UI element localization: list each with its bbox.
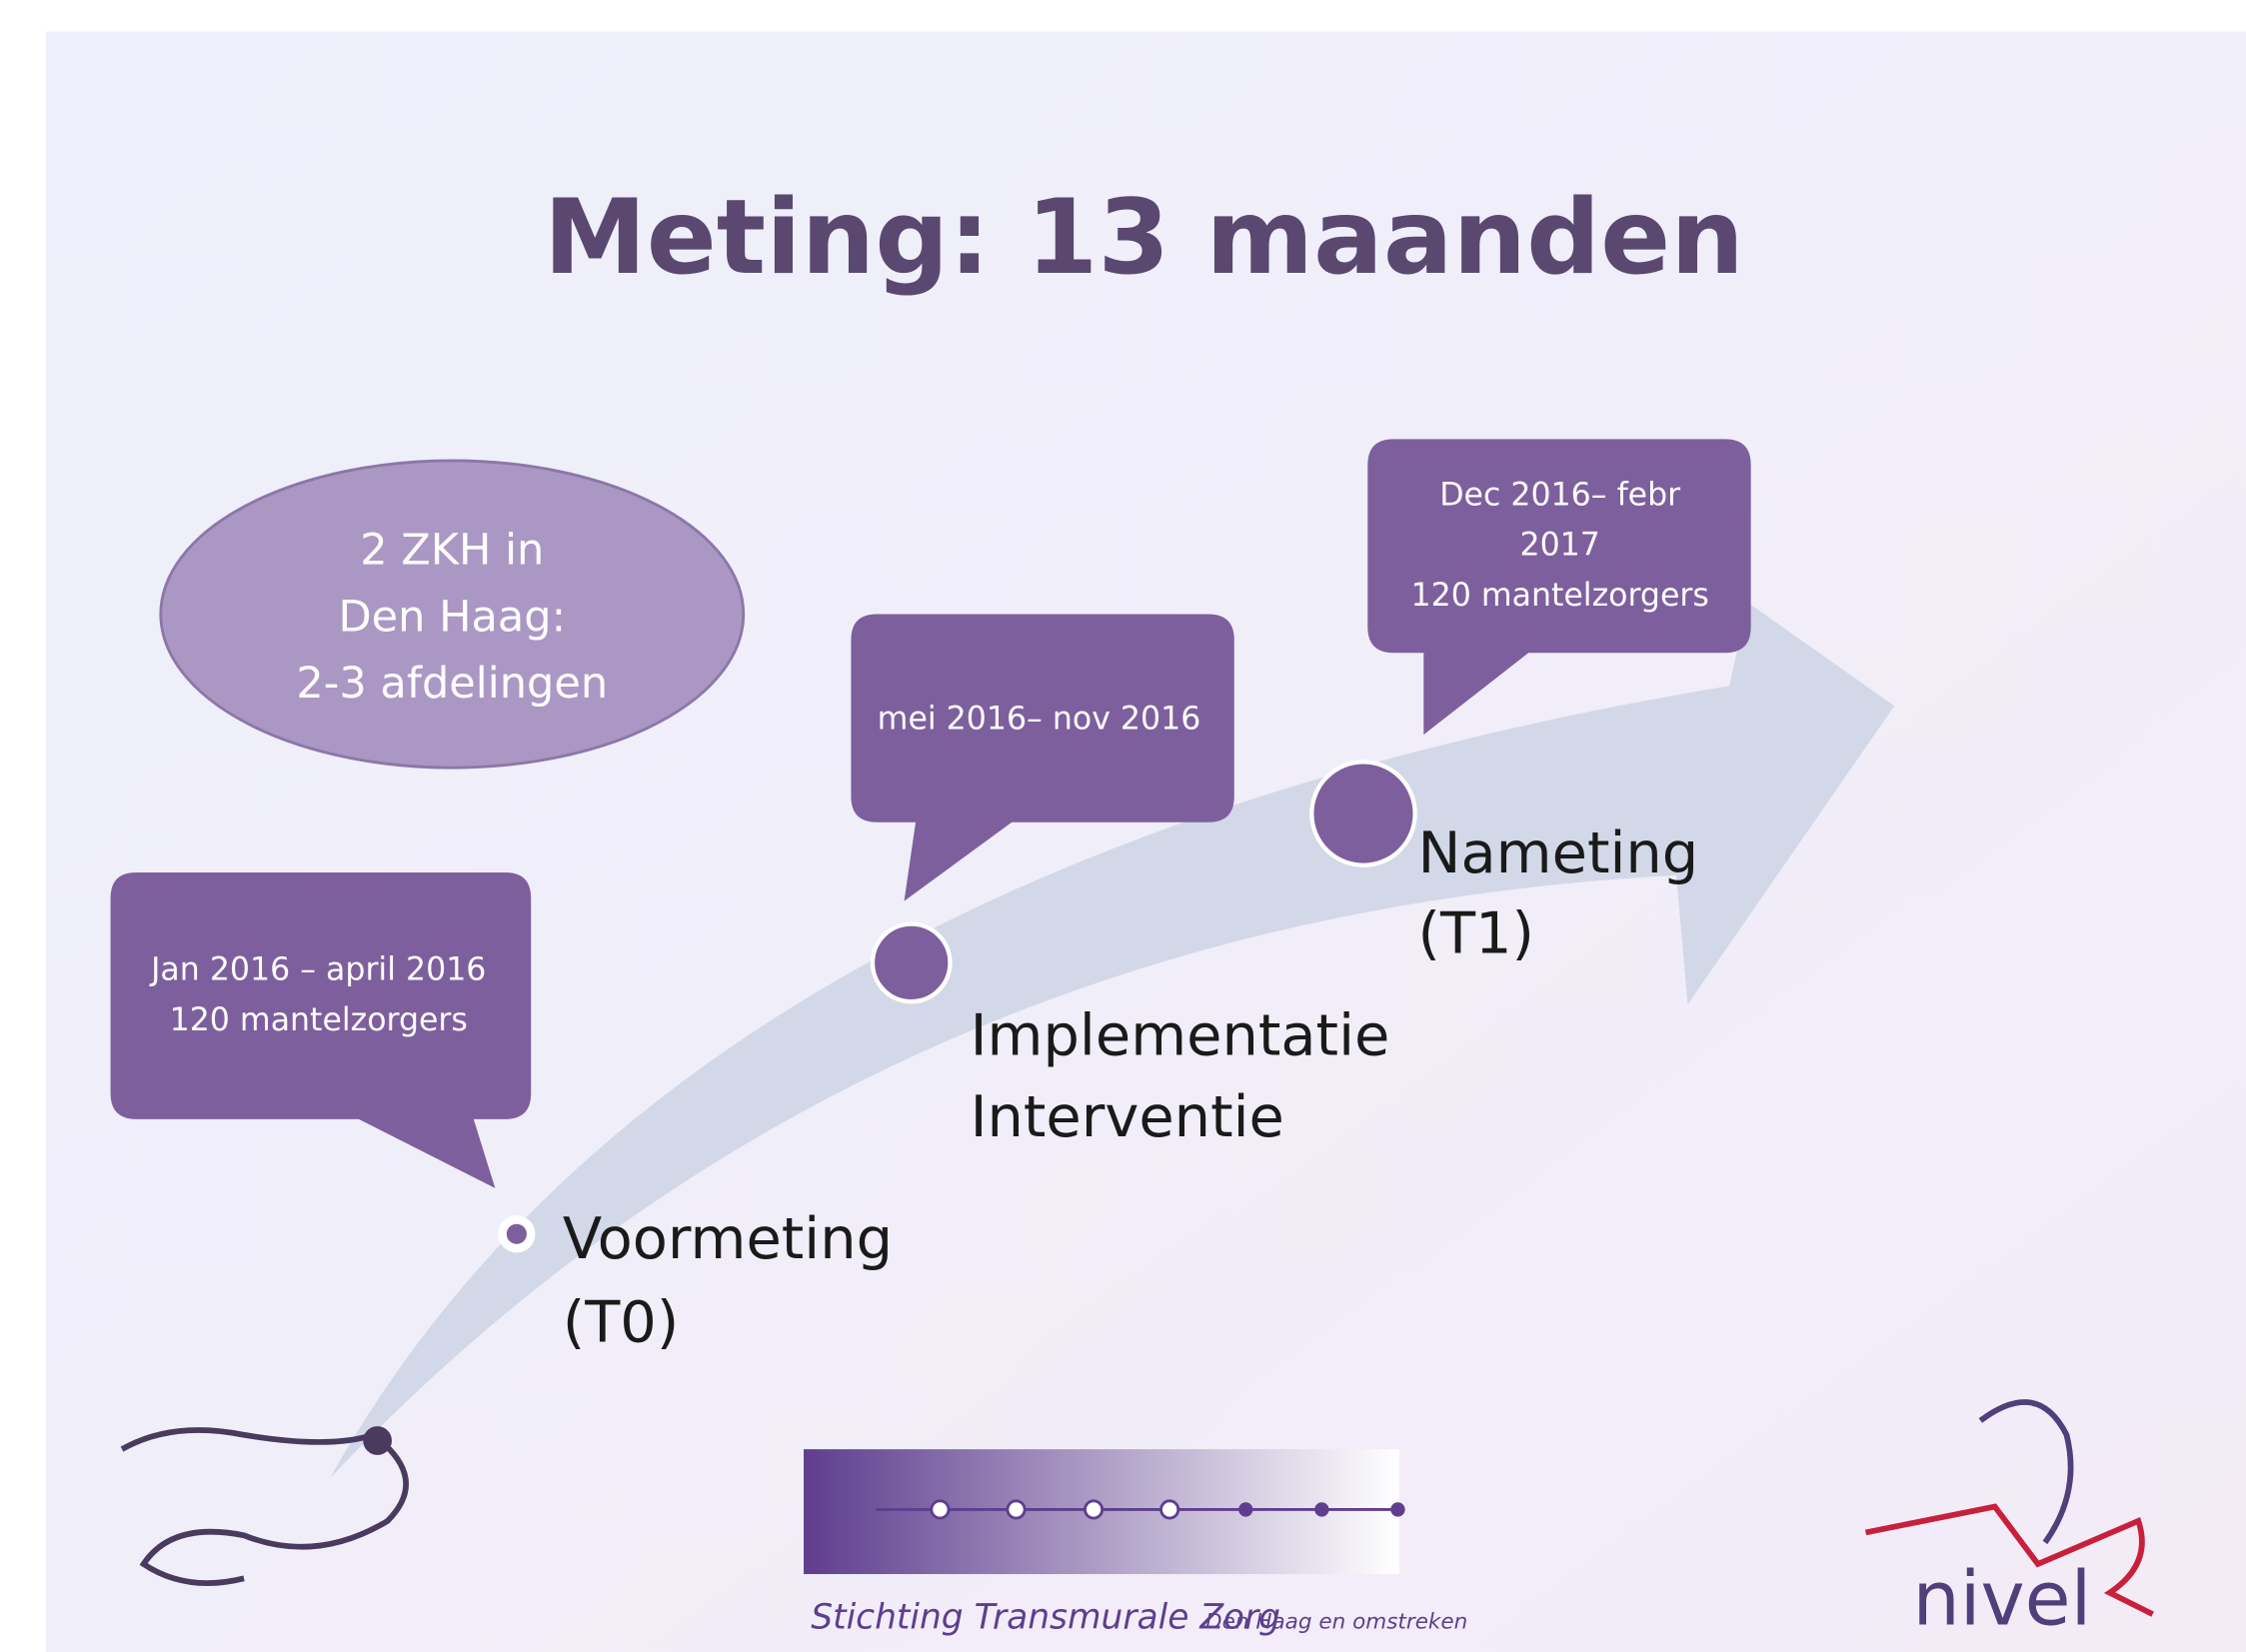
- page: Meting: 13 maanden 2 ZKH in Den Haag: 2-…: [0, 0, 2246, 1652]
- slide: Meting: 13 maanden 2 ZKH in Den Haag: 2-…: [0, 0, 2246, 1652]
- milestone-label: Interventie: [971, 1083, 1284, 1150]
- ellipse-text: Den Haag:: [338, 593, 566, 643]
- milestone-dot: [1311, 762, 1414, 864]
- milestone-label: Voormeting: [563, 1205, 893, 1272]
- logo-text: nivel: [1912, 1555, 2091, 1642]
- title: Meting: 13 maanden: [544, 178, 1744, 298]
- milestone-label: (T1): [1418, 899, 1534, 966]
- callout-text: Jan 2016 – april 2016: [149, 952, 486, 988]
- milestone-dot: [507, 1224, 527, 1244]
- callout-text: mei 2016– nov 2016: [878, 701, 1201, 737]
- milestone-label: Nameting: [1418, 820, 1699, 886]
- ellipse-text: 2 ZKH in: [360, 525, 544, 575]
- callout-text: 120 mantelzorgers: [1411, 578, 1709, 614]
- milestone-label: Implementatie: [971, 1001, 1390, 1068]
- callout-text: 2017: [1520, 528, 1600, 564]
- milestone-label: (T0): [563, 1288, 679, 1355]
- milestone-dot: [873, 924, 951, 1002]
- callout-text: Dec 2016– febr: [1439, 477, 1680, 513]
- callout-text: 120 mantelzorgers: [170, 1002, 468, 1038]
- footer-region: Den Haag en omstreken: [1205, 1610, 1467, 1635]
- ellipse-text: 2-3 afdelingen: [296, 659, 608, 709]
